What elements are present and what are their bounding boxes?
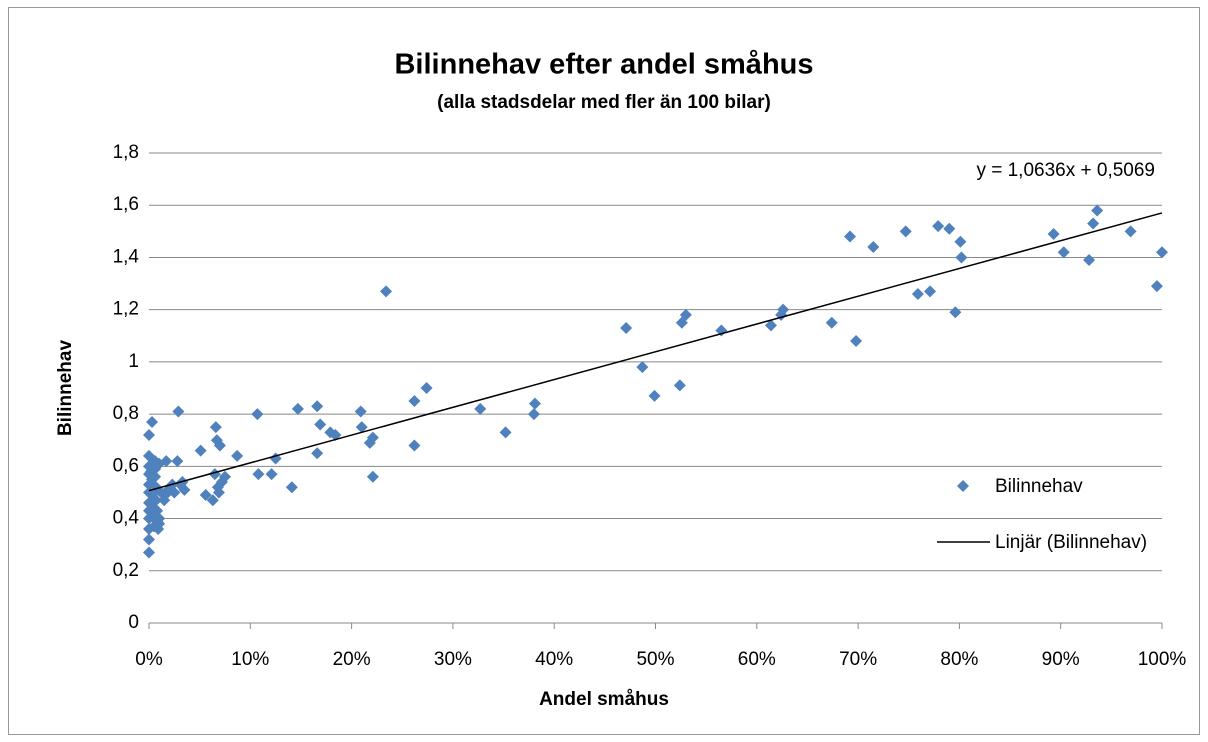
x-axis-title: Andel småhus: [539, 689, 669, 710]
data-point: [355, 421, 368, 434]
x-tick-label: 80%: [940, 649, 978, 670]
data-point: [366, 470, 379, 483]
data-point: [1057, 246, 1070, 259]
data-point: [366, 431, 379, 444]
data-point: [252, 468, 265, 481]
y-tick-label: 1,2: [113, 299, 139, 320]
data-point: [1091, 204, 1104, 217]
x-tick-label: 70%: [839, 649, 877, 670]
data-point: [265, 468, 278, 481]
y-tick-label: 0: [128, 612, 139, 633]
data-point: [1156, 246, 1168, 259]
data-point: [146, 415, 159, 428]
x-tick-label: 30%: [434, 649, 472, 670]
data-point: [527, 408, 540, 421]
data-point: [143, 533, 155, 546]
x-tick-label: 100%: [1138, 649, 1187, 670]
data-point: [924, 285, 937, 298]
data-point: [199, 489, 212, 502]
legend-label: Bilinnehav: [995, 476, 1083, 497]
data-point: [171, 455, 184, 468]
data-point: [194, 444, 207, 457]
trendline: [148, 212, 1163, 492]
data-point: [777, 303, 790, 316]
data-point: [474, 402, 487, 415]
data-point: [1047, 227, 1060, 240]
y-tick-label: 0,8: [113, 403, 139, 424]
data-point: [311, 400, 324, 413]
data-point: [231, 449, 244, 462]
data-point: [1124, 225, 1137, 238]
data-point: [354, 405, 367, 418]
y-tick-label: 1,6: [113, 194, 139, 215]
y-tick-label: 1: [128, 351, 139, 372]
data-point: [143, 546, 155, 559]
data-point: [954, 235, 967, 248]
data-point: [764, 319, 777, 332]
data-point: [1083, 254, 1096, 267]
data-point: [213, 439, 226, 452]
y-tick-label: 1,8: [113, 142, 139, 163]
data-point: [636, 361, 649, 374]
data-point: [314, 418, 327, 431]
data-point: [867, 241, 880, 253]
legend-marker: [957, 480, 969, 492]
y-tick-label: 0,4: [113, 508, 140, 529]
data-point: [172, 405, 185, 418]
data-point: [932, 220, 945, 233]
data-point: [648, 389, 661, 402]
data-point: [150, 494, 163, 507]
data-point: [160, 455, 173, 468]
data-point: [143, 429, 155, 441]
data-point: [679, 308, 692, 321]
data-point: [825, 316, 838, 329]
x-tick-label: 90%: [1042, 649, 1080, 670]
chart-title: Bilinnehav efter andel småhus: [394, 49, 813, 81]
data-point: [911, 288, 924, 300]
data-point: [206, 494, 219, 507]
data-point: [380, 285, 393, 298]
data-point: [408, 439, 421, 452]
data-point: [499, 426, 512, 439]
data-point: [212, 486, 225, 499]
data-point: [153, 517, 166, 530]
data-point: [209, 421, 222, 434]
data-point: [1150, 280, 1163, 293]
data-point: [218, 470, 231, 483]
y-axis-title: Bilinnehav: [55, 340, 76, 437]
y-tick-label: 0,2: [113, 560, 139, 581]
data-point: [899, 225, 912, 238]
data-point: [408, 395, 421, 408]
data-point: [178, 483, 191, 496]
data-point: [949, 306, 962, 319]
data-point: [285, 481, 298, 494]
data-point: [420, 382, 433, 394]
data-point: [943, 222, 956, 235]
data-point: [311, 447, 324, 460]
data-point: [168, 486, 181, 499]
data-point: [620, 321, 633, 334]
x-tick-label: 60%: [738, 649, 776, 670]
data-point: [955, 251, 968, 264]
y-tick-label: 1,4: [113, 246, 140, 267]
x-tick-label: 0%: [135, 649, 163, 670]
data-point: [149, 470, 162, 483]
trendline-equation: y = 1,0636x + 0,5069: [976, 160, 1155, 181]
x-tick-label: 20%: [333, 649, 371, 670]
data-point: [251, 408, 264, 421]
x-tick-label: 10%: [231, 649, 269, 670]
data-point: [843, 230, 856, 243]
data-point: [850, 335, 863, 347]
data-point: [291, 402, 304, 415]
data-point: [1087, 217, 1100, 230]
chart-subtitle: (alla stadsdelar med fler än 100 bilar): [437, 92, 771, 113]
data-point: [673, 379, 686, 392]
y-tick-label: 0,6: [113, 455, 139, 476]
chart-border: [8, 7, 1200, 735]
x-tick-label: 40%: [535, 649, 573, 670]
data-point: [528, 397, 541, 410]
x-tick-label: 50%: [636, 649, 674, 670]
legend-label: Linjär (Bilinnehav): [995, 532, 1147, 553]
